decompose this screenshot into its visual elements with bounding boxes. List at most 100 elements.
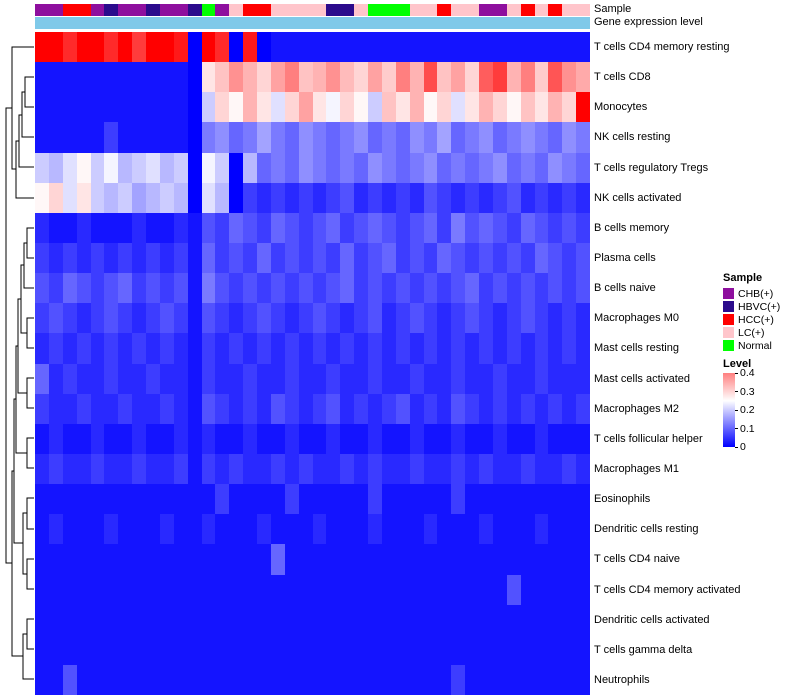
heatmap-cell [35,423,49,454]
heatmap-cell [562,152,577,183]
heatmap-cell [48,32,63,63]
heatmap-cell [35,273,49,304]
heatmap-cell [562,544,577,575]
heatmap-cell [146,212,160,243]
legend-swatch [723,340,734,351]
heatmap-cell [229,62,244,93]
heatmap-cell [48,453,63,485]
heatmap-cell [340,574,355,605]
heatmap-cell [270,634,285,665]
heatmap-cell [437,182,452,213]
heatmap-cell [104,604,119,635]
heatmap-cell [35,664,49,696]
heatmap-cell [340,604,355,635]
heatmap-cell [201,634,216,665]
heatmap-cell [409,634,424,665]
heatmap-cell [76,484,91,515]
heatmap-cell [520,634,535,665]
heatmap-cell [479,634,493,665]
heatmap-cell [381,273,396,304]
heatmap-cell [409,484,424,515]
heatmap-cell [76,32,91,63]
row-label: Macrophages M1 [594,463,679,476]
heatmap-cell [437,333,452,364]
heatmap-cell [35,333,49,364]
heatmap-cell [62,604,77,635]
heatmap-cell [506,484,521,515]
heatmap-cell [562,32,577,63]
heatmap-cell [492,604,507,635]
heatmap-cell [437,122,452,153]
heatmap-cell [340,92,355,123]
heatmap-cell [48,604,63,635]
heatmap-cell [451,152,466,183]
heatmap-cell [492,303,507,334]
tick-mark [735,372,738,374]
sample-annotation-cell [201,4,216,16]
heatmap-cell [492,453,507,485]
heatmap-cell [215,544,230,575]
heatmap-cell [104,514,119,545]
heatmap-cell [90,453,105,485]
heatmap-cell [354,32,368,63]
heatmap-cell [257,514,271,545]
heatmap-cell [409,423,424,454]
heatmap-cell [312,92,327,123]
sample-annotation-cell [506,4,521,16]
heatmap-cell [243,484,257,515]
heatmap-cell [159,363,174,394]
heatmap-cell [159,514,174,545]
heatmap-cell [298,303,313,334]
heatmap-cell [576,604,590,635]
heatmap-cell [270,122,285,153]
heatmap-cell [187,393,202,424]
heatmap-cell [104,303,119,334]
row-label: B cells memory [594,221,670,234]
heatmap-cell [104,333,119,364]
heatmap-cell [104,152,119,183]
heatmap-cell [409,544,424,575]
heatmap-cell [465,92,479,123]
row-label: Dendritic cells resting [594,523,699,536]
heatmap-cell [437,453,452,485]
heatmap-cell [132,212,146,243]
heatmap-cell [90,182,105,213]
heatmap-cell [326,92,341,123]
row-label: T cells CD4 memory activated [594,583,741,596]
heatmap-cell [562,423,577,454]
heatmap-cell [62,273,77,304]
sample-annotation-cell [437,4,452,16]
heatmap-cell [465,514,479,545]
heatmap-cell [243,273,257,304]
heatmap-cell [326,453,341,485]
heatmap-cell [409,182,424,213]
heatmap-cell [576,544,590,575]
heatmap-cell [270,212,285,243]
heatmap-cell [90,122,105,153]
heatmap-cell [159,333,174,364]
heatmap-cell [187,363,202,394]
heatmap-cell [159,32,174,63]
heatmap-cell [159,182,174,213]
heatmap-cell [395,152,410,183]
heatmap-cell [326,333,341,364]
heatmap-cell [506,212,521,243]
heatmap-cell [229,363,244,394]
heatmap-cell [492,92,507,123]
sample-annotation-cell [312,4,327,16]
heatmap-cell [298,393,313,424]
heatmap-cell [76,152,91,183]
heatmap-cell [368,333,382,364]
heatmap-cell [548,32,563,63]
heatmap-cell [562,62,577,93]
heatmap-cell [201,212,216,243]
sample-annotation-cell [159,4,174,16]
heatmap-cell [187,484,202,515]
heatmap-cell [215,152,230,183]
heatmap-cell [257,664,271,696]
heatmap-cell [437,574,452,605]
sample-annotation-cell [284,4,299,16]
heatmap-cell [215,273,230,304]
heatmap-cell [146,574,160,605]
heatmap-cell [451,182,466,213]
